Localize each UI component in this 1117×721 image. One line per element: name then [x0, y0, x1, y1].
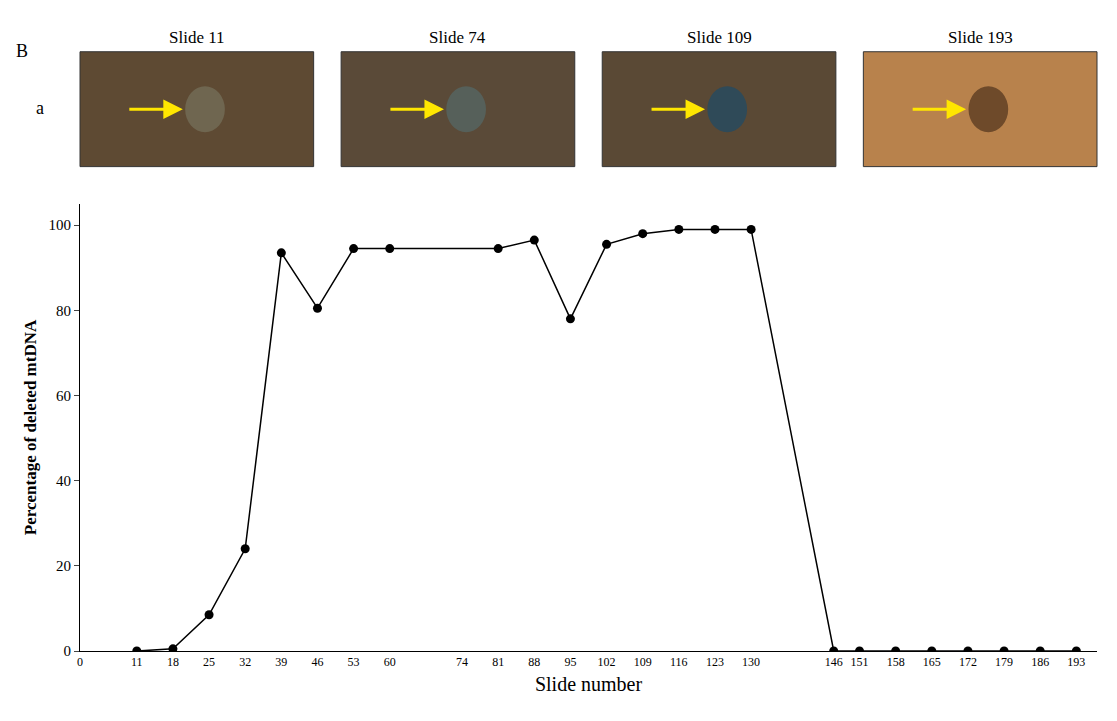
- svg-text:130: 130: [742, 655, 760, 669]
- svg-text:Percentage of deleted mtDNA: Percentage of deleted mtDNA: [21, 319, 40, 535]
- svg-text:Slide 109: Slide 109: [687, 28, 752, 47]
- svg-text:109: 109: [634, 655, 652, 669]
- svg-text:40: 40: [56, 473, 71, 489]
- svg-text:80: 80: [56, 303, 71, 319]
- svg-text:Slide 193: Slide 193: [948, 28, 1013, 47]
- svg-text:88: 88: [528, 655, 540, 669]
- svg-text:172: 172: [959, 655, 977, 669]
- svg-text:32: 32: [239, 655, 251, 669]
- svg-text:60: 60: [56, 388, 71, 404]
- svg-text:25: 25: [203, 655, 215, 669]
- svg-text:100: 100: [49, 217, 72, 233]
- svg-text:46: 46: [311, 655, 323, 669]
- svg-text:186: 186: [1031, 655, 1049, 669]
- svg-text:39: 39: [275, 655, 287, 669]
- svg-text:95: 95: [564, 655, 576, 669]
- svg-text:Slide 74: Slide 74: [429, 28, 486, 47]
- svg-text:11: 11: [131, 655, 143, 669]
- svg-text:179: 179: [995, 655, 1013, 669]
- svg-text:Slide number: Slide number: [535, 673, 643, 695]
- svg-text:165: 165: [923, 655, 941, 669]
- svg-text:123: 123: [706, 655, 724, 669]
- svg-text:60: 60: [384, 655, 396, 669]
- svg-text:116: 116: [670, 655, 688, 669]
- svg-text:20: 20: [56, 558, 71, 574]
- svg-text:Slide 11: Slide 11: [169, 28, 225, 47]
- svg-text:102: 102: [598, 655, 616, 669]
- svg-text:B: B: [16, 41, 28, 61]
- svg-text:53: 53: [348, 655, 360, 669]
- svg-text:0: 0: [77, 655, 83, 669]
- svg-text:74: 74: [456, 655, 468, 669]
- svg-text:18: 18: [167, 655, 179, 669]
- svg-text:0: 0: [64, 643, 72, 659]
- svg-text:81: 81: [492, 655, 504, 669]
- svg-text:a: a: [36, 98, 44, 118]
- svg-text:151: 151: [851, 655, 869, 669]
- svg-text:193: 193: [1067, 655, 1085, 669]
- svg-text:158: 158: [887, 655, 905, 669]
- svg-text:146: 146: [825, 655, 843, 669]
